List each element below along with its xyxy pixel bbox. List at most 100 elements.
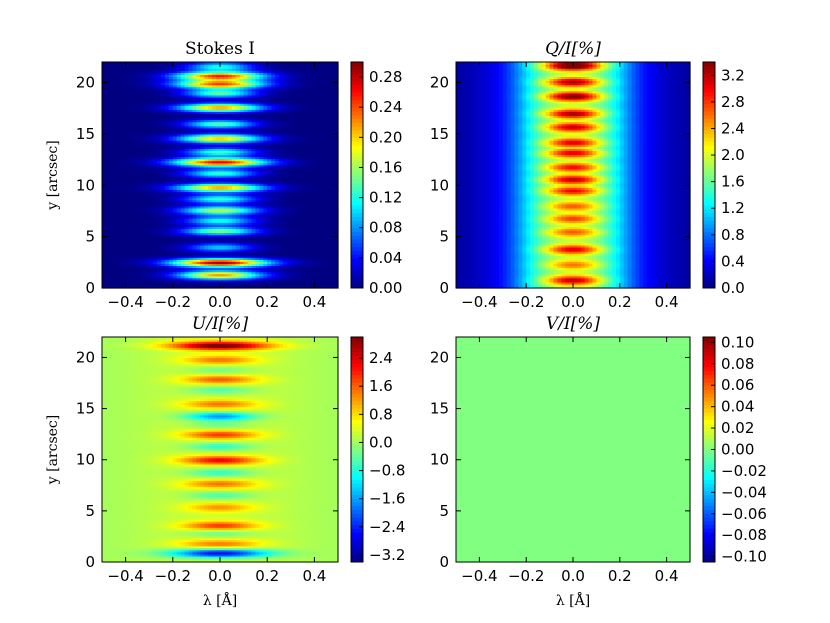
heatmap-cell — [117, 201, 123, 205]
heatmap-cell — [105, 226, 111, 230]
heatmap-cell — [212, 205, 217, 209]
heatmap-cell — [322, 224, 327, 227]
heatmap-cell — [188, 205, 194, 209]
heatmap-cell — [223, 242, 229, 246]
heatmap-cell — [161, 226, 166, 230]
heatmap-cell — [259, 211, 264, 215]
heatmap-cell — [161, 285, 166, 289]
heatmap-cell — [188, 207, 194, 211]
heatmap-cell — [318, 226, 323, 230]
heatmap-cell — [330, 193, 335, 197]
heatmap-cell — [239, 238, 245, 242]
heatmap-cell — [149, 211, 154, 215]
heatmap-cell — [330, 218, 335, 221]
heatmap-cell — [149, 195, 154, 199]
heatmap-cell — [298, 281, 304, 285]
heatmap-cell — [141, 269, 146, 273]
heatmap-cell — [263, 205, 268, 209]
heatmap-cell — [180, 234, 186, 238]
heatmap-cell — [113, 242, 119, 246]
heatmap-cell — [121, 191, 127, 195]
heatmap-cell — [208, 257, 213, 260]
heatmap-cell — [102, 269, 107, 273]
heatmap-cell — [188, 224, 194, 227]
heatmap-cell — [200, 271, 205, 275]
heatmap-cell — [231, 236, 237, 240]
heatmap-cell — [326, 226, 331, 230]
heatmap-cell — [168, 222, 174, 225]
heatmap-cell — [121, 281, 127, 285]
heatmap-cell — [306, 236, 312, 240]
heatmap-cell — [302, 263, 308, 266]
heatmap-cell — [102, 285, 107, 289]
heatmap-cell — [125, 259, 131, 262]
heatmap-cell — [286, 197, 292, 201]
heatmap-cell — [172, 246, 178, 250]
heatmap-cell — [227, 216, 233, 219]
heatmap-cell — [227, 246, 233, 250]
heatmap-cell — [267, 214, 272, 217]
heatmap-cell — [263, 263, 268, 266]
heatmap-cell — [290, 283, 296, 287]
heatmap-cell — [294, 261, 300, 264]
heatmap-cell — [251, 203, 256, 207]
heatmap-cell — [141, 242, 146, 246]
heatmap-cell — [271, 218, 276, 221]
heatmap-cell — [113, 230, 119, 234]
heatmap-cell — [196, 211, 201, 215]
heatmap-cell — [137, 267, 142, 271]
heatmap-cell — [275, 281, 280, 285]
heatmap-cell — [161, 216, 166, 219]
heatmap-cell — [129, 205, 135, 209]
heatmap-cell — [282, 267, 288, 271]
heatmap-cell — [310, 209, 315, 213]
heatmap-cell — [239, 269, 245, 273]
heatmap-cell — [314, 283, 319, 287]
heatmap-cell — [121, 222, 127, 225]
heatmap-cell — [227, 205, 233, 209]
heatmap-cell — [275, 201, 280, 205]
heatmap-cell — [235, 267, 241, 271]
heatmap-cell — [216, 281, 221, 285]
heatmap-cell — [208, 246, 213, 250]
heatmap-cell — [196, 267, 201, 271]
heatmap-cell — [117, 236, 123, 240]
heatmap-cell — [282, 253, 288, 256]
heatmap-cell — [109, 244, 115, 248]
heatmap-cell — [279, 211, 284, 215]
heatmap-cell — [102, 201, 107, 205]
heatmap-cell — [105, 265, 111, 269]
heatmap-cell — [231, 209, 237, 213]
heatmap-cell — [176, 248, 182, 252]
heatmap-cell — [251, 201, 256, 205]
heatmap-cell — [255, 224, 260, 227]
heatmap-cell — [129, 207, 135, 211]
heatmap-cell — [196, 228, 201, 232]
heatmap-cell — [322, 216, 327, 219]
heatmap-cell — [294, 234, 300, 238]
heatmap-cell — [208, 214, 213, 217]
heatmap-cell — [255, 246, 260, 250]
heatmap-cell — [251, 226, 256, 230]
heatmap-cell — [239, 251, 245, 254]
heatmap-cell — [231, 261, 237, 264]
heatmap-cell — [267, 248, 272, 252]
heatmap-cell — [286, 240, 292, 244]
heatmap-cell — [267, 205, 272, 209]
heatmap-cell — [208, 203, 213, 207]
heatmap-cell — [109, 203, 115, 207]
heatmap-cell — [314, 277, 319, 281]
heatmap-cell — [133, 201, 138, 205]
heatmap-cell — [192, 214, 197, 217]
heatmap-cell — [102, 255, 107, 258]
heatmap-cell — [129, 244, 135, 248]
heatmap-cell — [298, 265, 304, 269]
heatmap-cell — [326, 234, 331, 238]
heatmap-cell — [290, 271, 296, 275]
heatmap-cell — [168, 218, 174, 221]
heatmap-cell — [282, 279, 288, 283]
heatmap-cell — [137, 211, 142, 215]
heatmap-cell — [251, 255, 256, 258]
heatmap-cell — [310, 218, 315, 221]
heatmap-cell — [109, 257, 115, 260]
